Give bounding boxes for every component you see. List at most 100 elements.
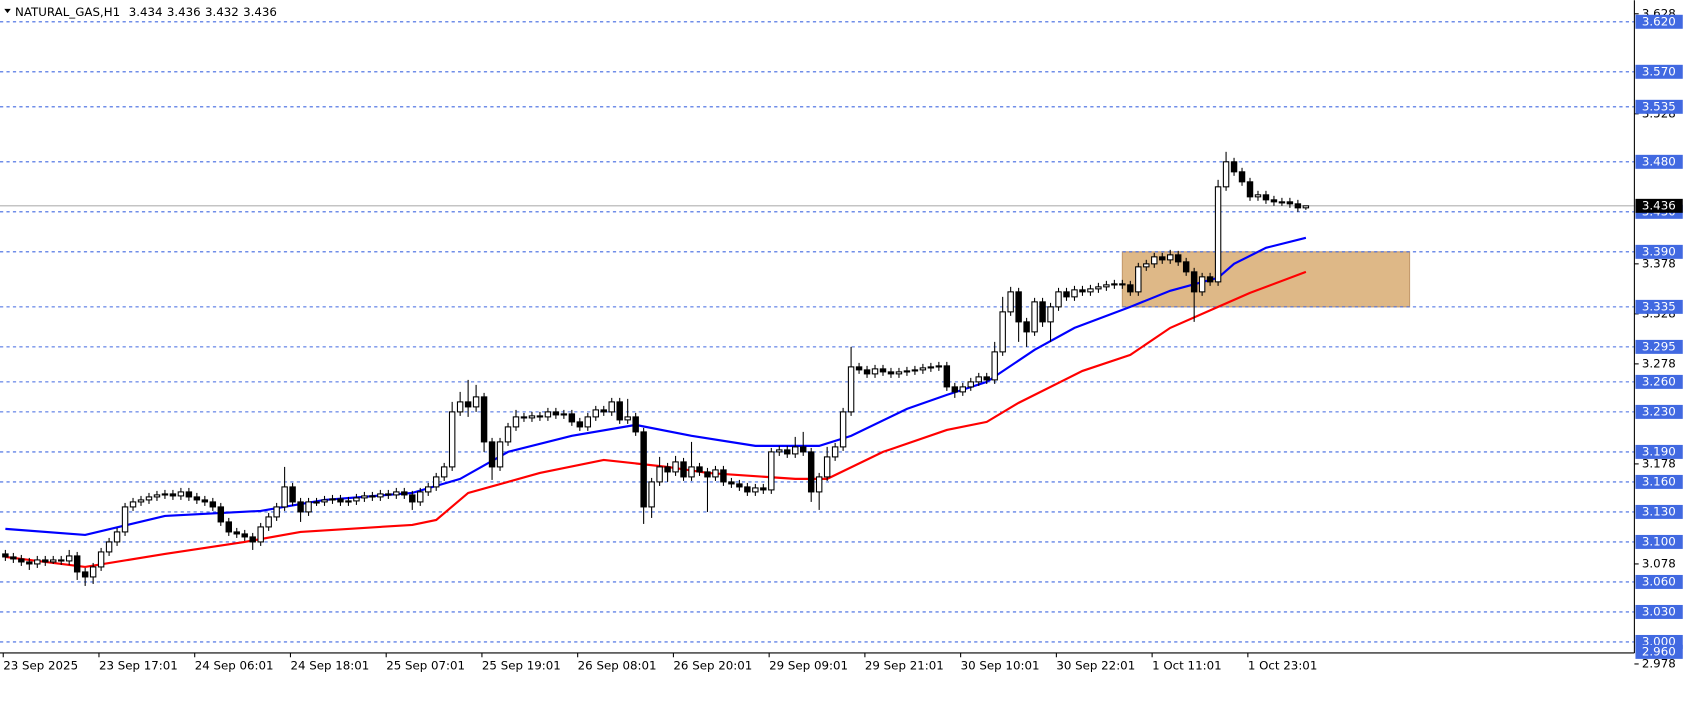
candle-body: [688, 466, 695, 478]
candle-body: [1182, 261, 1190, 273]
candle-body: [113, 531, 121, 543]
candle-body: [807, 451, 815, 493]
candle-body: [50, 559, 57, 563]
level-label: 3.160: [1642, 474, 1676, 488]
x-tick-label: 24 Sep 18:01: [290, 658, 369, 672]
candle-body: [472, 396, 480, 408]
level-label: 3.480: [1642, 154, 1676, 168]
x-tick-label: 26 Sep 20:01: [673, 658, 752, 672]
candle-body: [847, 366, 855, 413]
level-label: 3.060: [1642, 574, 1676, 588]
candle-body: [97, 551, 105, 568]
level-label-box: [1635, 339, 1683, 354]
level-label-box: [1635, 99, 1683, 114]
candle-body: [1055, 291, 1062, 308]
candle-body: [249, 536, 256, 543]
level-label-box: [1635, 299, 1683, 314]
candle-body: [345, 500, 352, 503]
candle-body: [369, 495, 376, 498]
candle-body: [297, 501, 304, 513]
level-label-box: [1635, 574, 1683, 589]
candle-body: [1166, 254, 1174, 261]
candle-body: [1222, 161, 1230, 188]
x-tick-label: 30 Sep 22:01: [1056, 658, 1135, 672]
candle-body: [911, 369, 919, 372]
candle-body: [1174, 254, 1182, 263]
candle-body: [289, 486, 296, 503]
level-label-box: [1635, 244, 1683, 259]
candle-body: [1135, 266, 1142, 293]
candle-body: [959, 386, 967, 393]
level-label: 3.230: [1642, 404, 1676, 418]
candle-body: [1143, 263, 1150, 268]
candle-body: [81, 571, 89, 578]
candle-body: [592, 409, 600, 418]
candle-body: [648, 481, 655, 508]
candle-body: [664, 466, 671, 473]
candle-body: [799, 446, 807, 453]
candle-body: [1214, 186, 1222, 283]
candle-body: [632, 416, 639, 433]
high: 3.436: [167, 5, 201, 19]
candle-body: [1031, 301, 1038, 333]
candle-body: [975, 376, 982, 383]
candle-body: [177, 491, 185, 497]
candle-body: [871, 368, 879, 375]
close: 3.436: [243, 5, 277, 19]
x-tick-label: 25 Sep 07:01: [386, 658, 465, 672]
candle-body: [520, 416, 528, 419]
candle-body: [704, 471, 711, 478]
candle-body: [34, 559, 41, 565]
candle-body: [409, 494, 416, 503]
candle-body: [879, 368, 887, 373]
candle-body: [10, 556, 17, 560]
candle-body: [65, 555, 73, 562]
candle-body: [927, 366, 935, 369]
candle-body: [1119, 283, 1126, 286]
x-tick-label: 1 Oct 11:01: [1152, 658, 1222, 672]
candle-body: [448, 411, 456, 468]
level-label: 3.620: [1642, 14, 1676, 28]
candle-body: [983, 376, 990, 381]
plot-area: [0, 21, 1635, 643]
menu-arrow[interactable]: [4, 8, 11, 14]
y-tick-label: 3.078: [1642, 556, 1676, 570]
candle-body: [241, 533, 248, 538]
candle-body: [1095, 286, 1102, 290]
candle-body: [1015, 291, 1022, 323]
candle-body: [105, 541, 113, 553]
candle-body: [321, 499, 328, 503]
candle-body: [193, 496, 201, 501]
candle-body: [1103, 284, 1110, 288]
level-label-box: [1635, 534, 1683, 549]
candle-body: [26, 561, 33, 565]
candle-body: [991, 351, 998, 381]
level-label: 3.190: [1642, 444, 1676, 458]
candle-body: [831, 446, 839, 458]
level-label: 3.335: [1642, 299, 1676, 313]
candle-body: [935, 365, 943, 368]
candle-body: [257, 526, 264, 543]
candle-body: [1294, 203, 1302, 209]
candle-body: [568, 413, 576, 423]
y-tick-label: 3.378: [1642, 256, 1676, 270]
candle-body: [1206, 276, 1214, 283]
candle-body: [313, 501, 320, 504]
candle-body: [129, 501, 137, 508]
candle-body: [480, 396, 488, 443]
candle-body: [999, 311, 1006, 353]
level-label: 3.390: [1642, 244, 1676, 258]
candle-body: [712, 469, 719, 478]
candle-body: [903, 370, 911, 373]
candle-body: [736, 483, 743, 488]
candle-body: [273, 506, 280, 518]
candle-body: [760, 487, 767, 491]
candle-body: [225, 521, 232, 533]
level-label-box: [1635, 444, 1683, 459]
candle-body: [89, 566, 97, 578]
candle-body: [185, 491, 193, 498]
candle-body: [624, 416, 631, 421]
